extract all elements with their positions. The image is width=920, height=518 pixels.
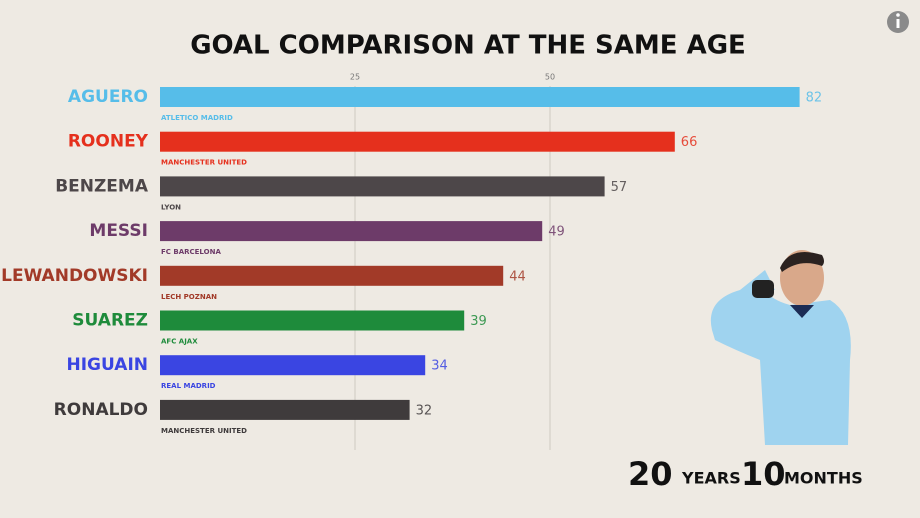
club-label: LECH POZNAN — [161, 293, 217, 301]
bar — [160, 87, 800, 107]
club-label: FC BARCELONA — [161, 248, 221, 256]
bar — [160, 399, 410, 420]
club-label: MANCHESTER UNITED — [161, 159, 247, 167]
club-label: MANCHESTER UNITED — [161, 427, 247, 435]
club-label: REAL MADRID — [161, 382, 216, 390]
category-label: AGUERO — [68, 87, 148, 107]
age-months-label: MONTHS — [784, 469, 863, 488]
value-label: 82 — [806, 91, 823, 106]
bar — [160, 310, 465, 331]
info-icon-bar — [896, 19, 900, 28]
value-label: 49 — [548, 225, 565, 240]
club-label: LYON — [161, 203, 181, 211]
age-years-label: YEARS — [681, 469, 741, 488]
category-label: ROONEY — [68, 132, 149, 152]
bar — [160, 221, 543, 242]
x-tick-label: 25 — [350, 73, 360, 82]
value-label: 66 — [681, 135, 698, 150]
club-label: ATLETICO MADRID — [161, 114, 233, 122]
bar — [160, 131, 675, 152]
info-icon-dot — [896, 13, 900, 17]
value-label: 34 — [431, 359, 448, 374]
category-label: LEWANDOWSKI — [1, 266, 148, 286]
value-label: 32 — [416, 403, 433, 418]
info-icon[interactable] — [887, 11, 909, 33]
x-tick-label: 50 — [545, 73, 555, 82]
bar — [160, 355, 426, 376]
bar — [160, 265, 504, 286]
category-label: RONALDO — [54, 400, 148, 420]
category-label: MESSI — [89, 221, 148, 241]
chart-title: GOAL COMPARISON AT THE SAME AGE — [190, 31, 746, 61]
club-label: AFC AJAX — [161, 338, 198, 346]
category-label: HIGUAIN — [67, 355, 149, 375]
player-image — [710, 250, 851, 445]
age-months: 10 — [741, 455, 786, 493]
value-label: 57 — [611, 180, 628, 195]
age-years: 20 — [628, 455, 673, 493]
category-label: BENZEMA — [55, 176, 149, 196]
value-label: 39 — [470, 314, 487, 329]
value-label: 44 — [509, 269, 526, 284]
bar — [160, 176, 605, 197]
category-label: SUAREZ — [72, 311, 148, 331]
